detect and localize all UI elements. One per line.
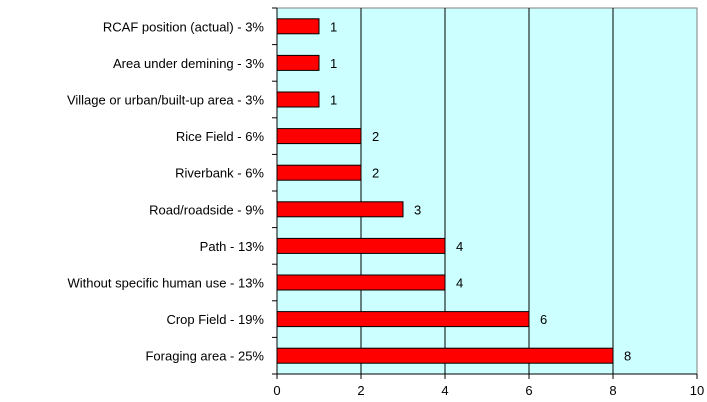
category-label: Village or urban/built-up area - 3% [67, 93, 264, 108]
data-label: 4 [456, 276, 463, 291]
bars [276, 18, 614, 364]
bar [276, 164, 362, 181]
x-tick-label: 8 [609, 383, 616, 398]
category-label: Without specific human use - 13% [67, 276, 264, 291]
category-label: Crop Field - 19% [166, 312, 264, 327]
category-label: Path - 13% [200, 239, 265, 254]
x-tick-label: 10 [690, 383, 704, 398]
data-label: 3 [414, 202, 421, 217]
data-label: 2 [372, 166, 379, 181]
category-label: Foraging area - 25% [145, 349, 264, 364]
x-tick-label: 2 [357, 383, 364, 398]
bar [276, 237, 446, 254]
bar [276, 274, 446, 291]
bar [276, 54, 320, 71]
axes [272, 7, 698, 379]
x-tick-labels: 0 2 4 6 8 10 [273, 383, 704, 398]
bar [276, 347, 614, 364]
x-tick-label: 6 [525, 383, 532, 398]
data-label: 1 [330, 93, 337, 108]
data-label: 6 [540, 312, 547, 327]
data-label: 8 [624, 349, 631, 364]
bar [276, 128, 362, 145]
bar [276, 201, 404, 218]
data-label: 1 [330, 19, 337, 34]
bar [276, 18, 320, 35]
x-tick-label: 4 [441, 383, 448, 398]
bar [276, 91, 320, 108]
category-labels: RCAF position (actual) - 3% Area under de… [67, 19, 264, 363]
category-label: Riverbank - 6% [175, 166, 264, 181]
category-label: Road/roadside - 9% [149, 202, 264, 217]
category-label: RCAF position (actual) - 3% [103, 19, 265, 34]
category-label: Rice Field - 6% [176, 129, 265, 144]
x-tick-label: 0 [273, 383, 280, 398]
bar [276, 311, 530, 328]
category-label: Area under demining - 3% [113, 56, 264, 71]
data-label: 2 [372, 129, 379, 144]
data-label: 1 [330, 56, 337, 71]
data-labels: 1 1 1 2 2 3 4 4 6 8 [330, 19, 631, 363]
data-label: 4 [456, 239, 463, 254]
